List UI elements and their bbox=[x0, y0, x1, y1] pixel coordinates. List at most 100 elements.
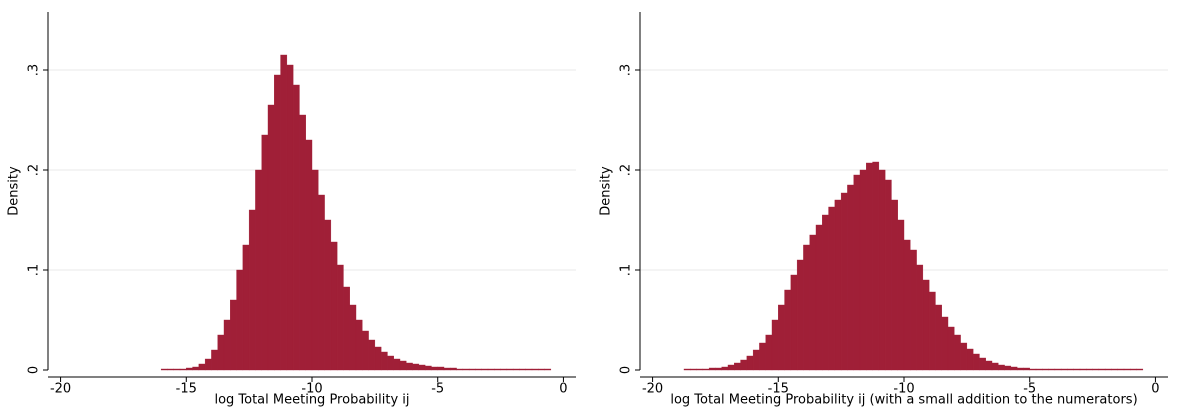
bar bbox=[179, 368, 187, 371]
bar bbox=[1111, 368, 1118, 371]
bar bbox=[355, 319, 363, 371]
bar bbox=[828, 206, 836, 371]
bar bbox=[544, 368, 552, 371]
bar bbox=[972, 353, 980, 371]
bar bbox=[1079, 368, 1087, 371]
bar bbox=[859, 169, 867, 371]
bar bbox=[872, 161, 880, 371]
bar bbox=[204, 358, 212, 371]
x-tick-label: -10 bbox=[301, 382, 322, 397]
bar bbox=[431, 366, 438, 371]
bar bbox=[531, 368, 539, 371]
y-tick-label: 0 bbox=[619, 366, 634, 374]
bar bbox=[759, 342, 766, 371]
bar bbox=[299, 114, 306, 371]
bar bbox=[715, 367, 722, 371]
bar bbox=[916, 264, 924, 371]
bar bbox=[991, 362, 999, 371]
bar bbox=[318, 194, 325, 371]
bar bbox=[796, 259, 804, 371]
bar bbox=[230, 299, 237, 371]
bar bbox=[211, 349, 218, 371]
bar bbox=[236, 269, 244, 371]
bar bbox=[734, 362, 741, 371]
bar bbox=[1073, 368, 1081, 371]
bar bbox=[267, 104, 275, 371]
bar bbox=[822, 214, 829, 371]
bar bbox=[803, 244, 810, 371]
bar bbox=[1042, 368, 1049, 371]
bar bbox=[1092, 368, 1100, 371]
bar bbox=[167, 368, 174, 371]
x-tick-label: -20 bbox=[642, 382, 663, 397]
bar bbox=[1086, 368, 1093, 371]
bar bbox=[160, 368, 168, 371]
bar bbox=[437, 366, 445, 371]
bar bbox=[847, 184, 854, 371]
bar bbox=[519, 368, 526, 371]
bar bbox=[1130, 368, 1137, 371]
y-tick-label: .3 bbox=[619, 64, 634, 76]
x-axis-label: log Total Meeting Probability ij bbox=[214, 393, 409, 408]
bar bbox=[387, 355, 394, 371]
bar bbox=[910, 249, 917, 371]
bar bbox=[1004, 365, 1012, 371]
bar bbox=[286, 64, 294, 371]
bar bbox=[853, 174, 861, 371]
bar bbox=[690, 368, 697, 371]
bar bbox=[500, 368, 508, 371]
bar bbox=[506, 368, 514, 371]
bar bbox=[834, 199, 842, 371]
bar bbox=[1016, 367, 1024, 371]
bar bbox=[954, 334, 961, 371]
y-tick-label: .1 bbox=[27, 264, 42, 276]
bar bbox=[960, 342, 968, 371]
bar bbox=[374, 346, 382, 371]
bar bbox=[186, 367, 193, 371]
bar bbox=[752, 349, 760, 371]
bar bbox=[1104, 368, 1112, 371]
bar bbox=[475, 368, 482, 371]
bar bbox=[998, 364, 1005, 371]
bar bbox=[778, 304, 785, 371]
bar bbox=[903, 239, 911, 371]
bar bbox=[443, 367, 451, 371]
bar bbox=[242, 244, 250, 371]
y-tick-label: .3 bbox=[27, 64, 42, 76]
bar bbox=[1117, 368, 1125, 371]
bar bbox=[481, 368, 489, 371]
bar bbox=[255, 169, 262, 371]
bar bbox=[683, 368, 691, 371]
y-axis-label: Density bbox=[7, 166, 22, 216]
bar bbox=[1098, 368, 1106, 371]
bar bbox=[922, 279, 930, 371]
x-tick-label: -15 bbox=[768, 382, 789, 397]
bar bbox=[985, 360, 993, 371]
bar bbox=[525, 368, 533, 371]
bar bbox=[696, 368, 704, 371]
bar bbox=[198, 363, 206, 371]
bar bbox=[1136, 368, 1144, 371]
bar bbox=[840, 192, 848, 371]
bar bbox=[928, 291, 936, 371]
bar bbox=[330, 241, 338, 371]
bar bbox=[280, 54, 288, 371]
bar bbox=[192, 366, 200, 371]
bar bbox=[815, 224, 823, 371]
bar bbox=[248, 209, 256, 371]
bar bbox=[746, 355, 754, 371]
bar bbox=[223, 319, 231, 371]
y-tick-label: .2 bbox=[27, 164, 42, 176]
bar bbox=[343, 286, 350, 371]
bar bbox=[765, 334, 773, 371]
bar bbox=[399, 360, 407, 371]
x-tick-label: 0 bbox=[1151, 382, 1159, 397]
bar bbox=[494, 368, 501, 371]
bar bbox=[966, 348, 974, 371]
bar bbox=[1054, 368, 1062, 371]
bar bbox=[740, 359, 748, 371]
x-tick-label: -20 bbox=[50, 382, 71, 397]
x-tick-label: -15 bbox=[176, 382, 197, 397]
bar bbox=[1035, 368, 1043, 371]
